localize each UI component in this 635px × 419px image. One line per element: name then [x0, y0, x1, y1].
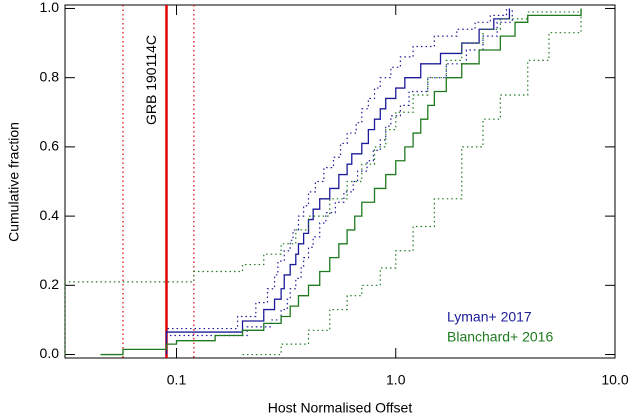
y-tick-label: 0.6: [40, 138, 60, 154]
y-axis-label: Cumulative fraction: [6, 122, 22, 242]
x-tick-label: 0.1: [167, 372, 187, 388]
plot-frame: [64, 4, 616, 359]
bound-line: [165, 8, 513, 355]
legend-entry: Blanchard+ 2016: [447, 329, 553, 345]
y-tick-label: 0.8: [40, 68, 60, 84]
marker-label: GRB 190114C: [143, 35, 159, 125]
y-tick-label: 0.2: [40, 276, 60, 292]
x-tick-label: 10.0: [601, 372, 628, 388]
x-axis-label: Host Normalised Offset: [268, 400, 413, 416]
cdf-line: [100, 8, 582, 356]
bound-line: [64, 8, 582, 355]
y-tick-label: 0.4: [40, 207, 60, 223]
cdf-line: [165, 8, 511, 355]
legend-entry: Lyman+ 2017: [447, 309, 532, 325]
x-tick-label: 1.0: [386, 372, 406, 388]
bound-line: [242, 8, 582, 356]
y-tick-label: 0.0: [40, 345, 60, 361]
y-tick-label: 1.0: [40, 0, 60, 15]
bound-line: [165, 8, 508, 355]
